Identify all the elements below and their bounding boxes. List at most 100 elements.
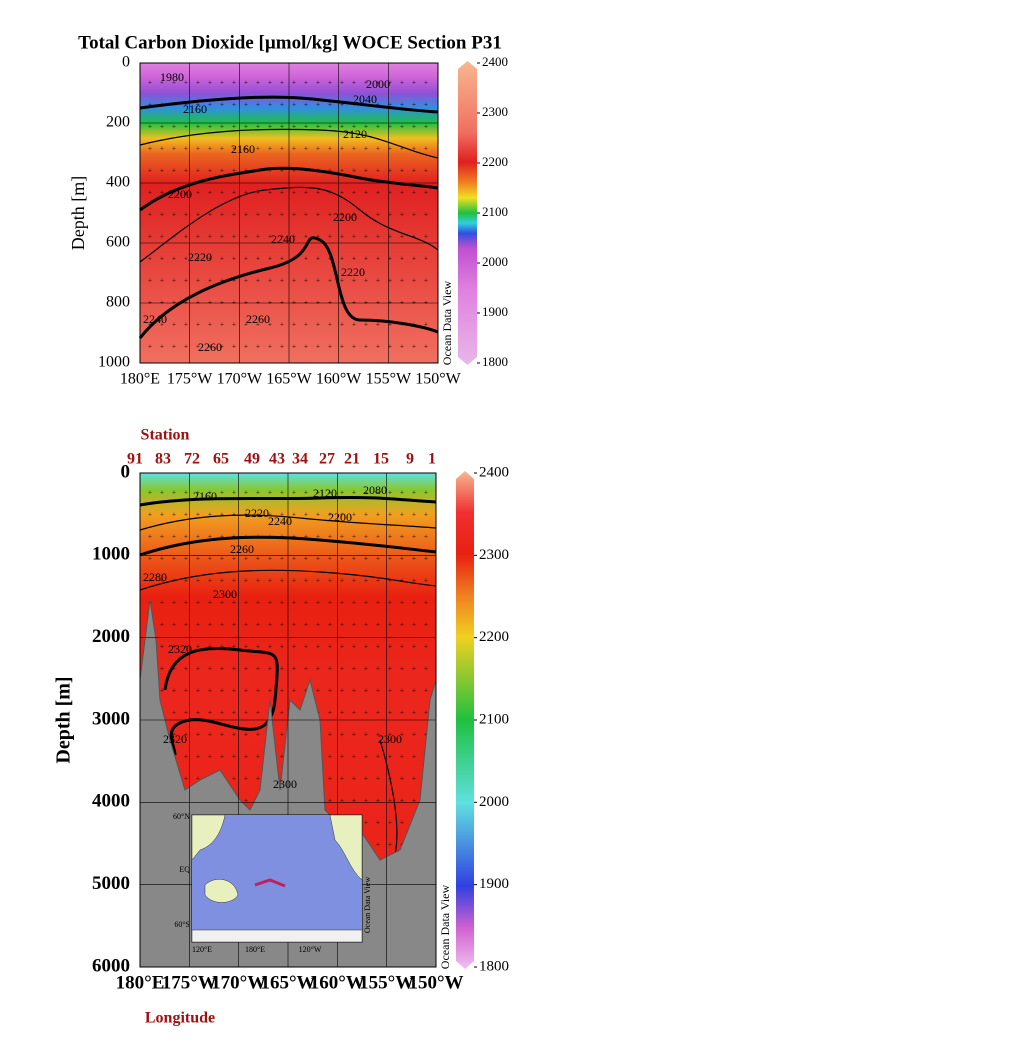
sample-point: + xyxy=(280,709,284,717)
sample-point: + xyxy=(160,233,164,241)
sample-point: + xyxy=(316,511,320,519)
sample-point: + xyxy=(280,599,284,607)
sample-point: + xyxy=(328,255,332,263)
sample-point: + xyxy=(256,511,260,519)
sample-point: + xyxy=(196,79,200,87)
sample-point: + xyxy=(184,577,188,585)
sample-point: + xyxy=(184,101,188,109)
sample-point: + xyxy=(268,511,272,519)
sample-point: + xyxy=(184,709,188,717)
section-plot: + + + + + + + + + + + + + + + + + + + + + + + + + + + + + + + + + + + + + + + +… xyxy=(53,427,509,1027)
sample-point: + xyxy=(304,167,308,175)
sample-point: + xyxy=(424,343,428,351)
sample-point: + xyxy=(280,555,284,563)
sample-point: + xyxy=(232,665,236,673)
sample-point: + xyxy=(364,709,368,717)
sample-point: + xyxy=(412,79,416,87)
sample-point: + xyxy=(196,775,200,783)
sample-point: + xyxy=(292,687,296,695)
sample-point: + xyxy=(148,211,152,219)
sample-point: + xyxy=(280,299,284,307)
sample-point: + xyxy=(400,79,404,87)
sample-point: + xyxy=(172,233,176,241)
sample-point: + xyxy=(232,687,236,695)
sample-point: + xyxy=(424,489,428,497)
sample-point: + xyxy=(172,123,176,131)
contour-line xyxy=(139,186,439,263)
sample-point: + xyxy=(256,577,260,585)
sample-point: + xyxy=(364,797,368,805)
sample-point: + xyxy=(268,101,272,109)
sample-point: + xyxy=(148,101,152,109)
sample-point: + xyxy=(352,123,356,131)
sample-point: + xyxy=(316,255,320,263)
y-tick-label: 1000 xyxy=(98,354,130,371)
sample-point: + xyxy=(400,255,404,263)
sample-point: + xyxy=(352,101,356,109)
sample-point: + xyxy=(388,665,392,673)
sample-point: + xyxy=(196,753,200,761)
sample-point: + xyxy=(172,511,176,519)
sample-point: + xyxy=(400,775,404,783)
x-tick-label: 150°W xyxy=(415,371,461,388)
sample-point: + xyxy=(412,277,416,285)
sample-point: + xyxy=(148,277,152,285)
sample-point: + xyxy=(196,255,200,263)
sample-point: + xyxy=(220,299,224,307)
sample-point: + xyxy=(184,321,188,329)
sample-point: + xyxy=(244,489,248,497)
sample-point: + xyxy=(148,555,152,563)
sample-point: + xyxy=(232,145,236,153)
sample-point: + xyxy=(148,511,152,519)
sample-point: + xyxy=(268,145,272,153)
sample-point: + xyxy=(316,167,320,175)
sample-point: + xyxy=(268,167,272,175)
sample-point: + xyxy=(148,299,152,307)
sample-point: + xyxy=(172,343,176,351)
sample-point: + xyxy=(304,511,308,519)
sample-point: + xyxy=(280,643,284,651)
colorbar xyxy=(456,471,474,969)
sample-point: + xyxy=(328,233,332,241)
sample-point: + xyxy=(268,233,272,241)
sample-point: + xyxy=(364,145,368,153)
sample-point: + xyxy=(340,145,344,153)
colorbar-label: 2400 xyxy=(482,54,508,69)
sample-point: + xyxy=(244,775,248,783)
sample-point: + xyxy=(364,123,368,131)
sample-point: + xyxy=(268,79,272,87)
sample-point: + xyxy=(340,343,344,351)
sample-point: + xyxy=(160,621,164,629)
sample-point: + xyxy=(412,687,416,695)
sample-point: + xyxy=(244,211,248,219)
sample-point: + xyxy=(340,797,344,805)
y-tick-label: 6000 xyxy=(92,955,130,976)
sample-point: + xyxy=(340,687,344,695)
sample-point: + xyxy=(340,555,344,563)
sample-point: + xyxy=(160,299,164,307)
sample-point: + xyxy=(232,731,236,739)
sample-point: + xyxy=(424,277,428,285)
sample-point: + xyxy=(160,321,164,329)
y-tick-label: 0 xyxy=(121,461,131,482)
contour-label: 2300 xyxy=(213,587,237,601)
sample-point: + xyxy=(412,599,416,607)
sample-point: + xyxy=(328,665,332,673)
sample-point: + xyxy=(304,321,308,329)
sample-point: + xyxy=(388,167,392,175)
sample-point: + xyxy=(292,255,296,263)
sample-point: + xyxy=(148,533,152,541)
sample-point: + xyxy=(184,343,188,351)
sample-point: + xyxy=(196,101,200,109)
y-axis-label: Depth [m] xyxy=(68,176,88,250)
sample-point: + xyxy=(172,577,176,585)
sample-point: + xyxy=(172,731,176,739)
colorbar-label: 1800 xyxy=(479,958,509,974)
sample-point: + xyxy=(388,189,392,197)
sample-point: + xyxy=(244,709,248,717)
sample-point: + xyxy=(244,599,248,607)
sample-point: + xyxy=(232,299,236,307)
sample-point: + xyxy=(196,621,200,629)
sample-point: + xyxy=(184,621,188,629)
sample-point: + xyxy=(376,621,380,629)
